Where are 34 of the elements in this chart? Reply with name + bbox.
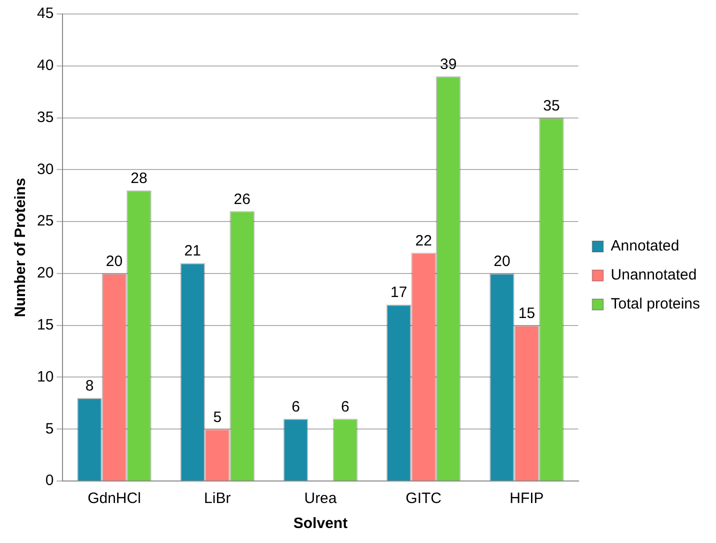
data-label: 6 bbox=[292, 398, 300, 416]
x-tick-label: HFIP bbox=[510, 490, 544, 508]
legend-label: Annotated bbox=[610, 238, 680, 255]
y-tick-label: 35 bbox=[36, 108, 54, 126]
data-label: 20 bbox=[106, 253, 123, 270]
y-tick-label: 25 bbox=[36, 212, 54, 230]
legend-label: Unannotated bbox=[610, 266, 697, 284]
data-label: 35 bbox=[543, 97, 560, 114]
y-tick-label: 0 bbox=[45, 472, 54, 490]
x-tick-label: GdnHCl bbox=[88, 490, 141, 508]
data-label: 17 bbox=[390, 284, 408, 302]
x-tick-label: LiBr bbox=[204, 490, 231, 508]
y-axis-title: Number of Proteins bbox=[12, 178, 30, 318]
y-tick-label: 45 bbox=[36, 5, 54, 22]
data-label: 21 bbox=[184, 242, 201, 260]
y-tick-label: 10 bbox=[36, 368, 54, 386]
data-label: 8 bbox=[85, 378, 94, 395]
legend-label: Total proteins bbox=[610, 296, 700, 313]
data-label: 6 bbox=[341, 398, 350, 416]
x-tick-label: Urea bbox=[304, 490, 338, 508]
x-tick-label: GITC bbox=[406, 490, 442, 508]
y-tick-label: 30 bbox=[36, 160, 54, 178]
y-tick-label: 20 bbox=[36, 264, 54, 282]
x-axis-title: Solvent bbox=[293, 515, 348, 532]
y-tick-label: 15 bbox=[36, 316, 54, 334]
data-label: 39 bbox=[440, 56, 457, 73]
data-label: 26 bbox=[234, 190, 250, 208]
data-label: 5 bbox=[213, 408, 222, 426]
data-label: 20 bbox=[494, 253, 510, 270]
data-label: 22 bbox=[415, 232, 432, 250]
data-label: 15 bbox=[518, 304, 536, 322]
y-tick-label: 40 bbox=[36, 57, 54, 74]
data-label: 28 bbox=[130, 170, 148, 188]
y-tick-label: 5 bbox=[45, 420, 54, 438]
